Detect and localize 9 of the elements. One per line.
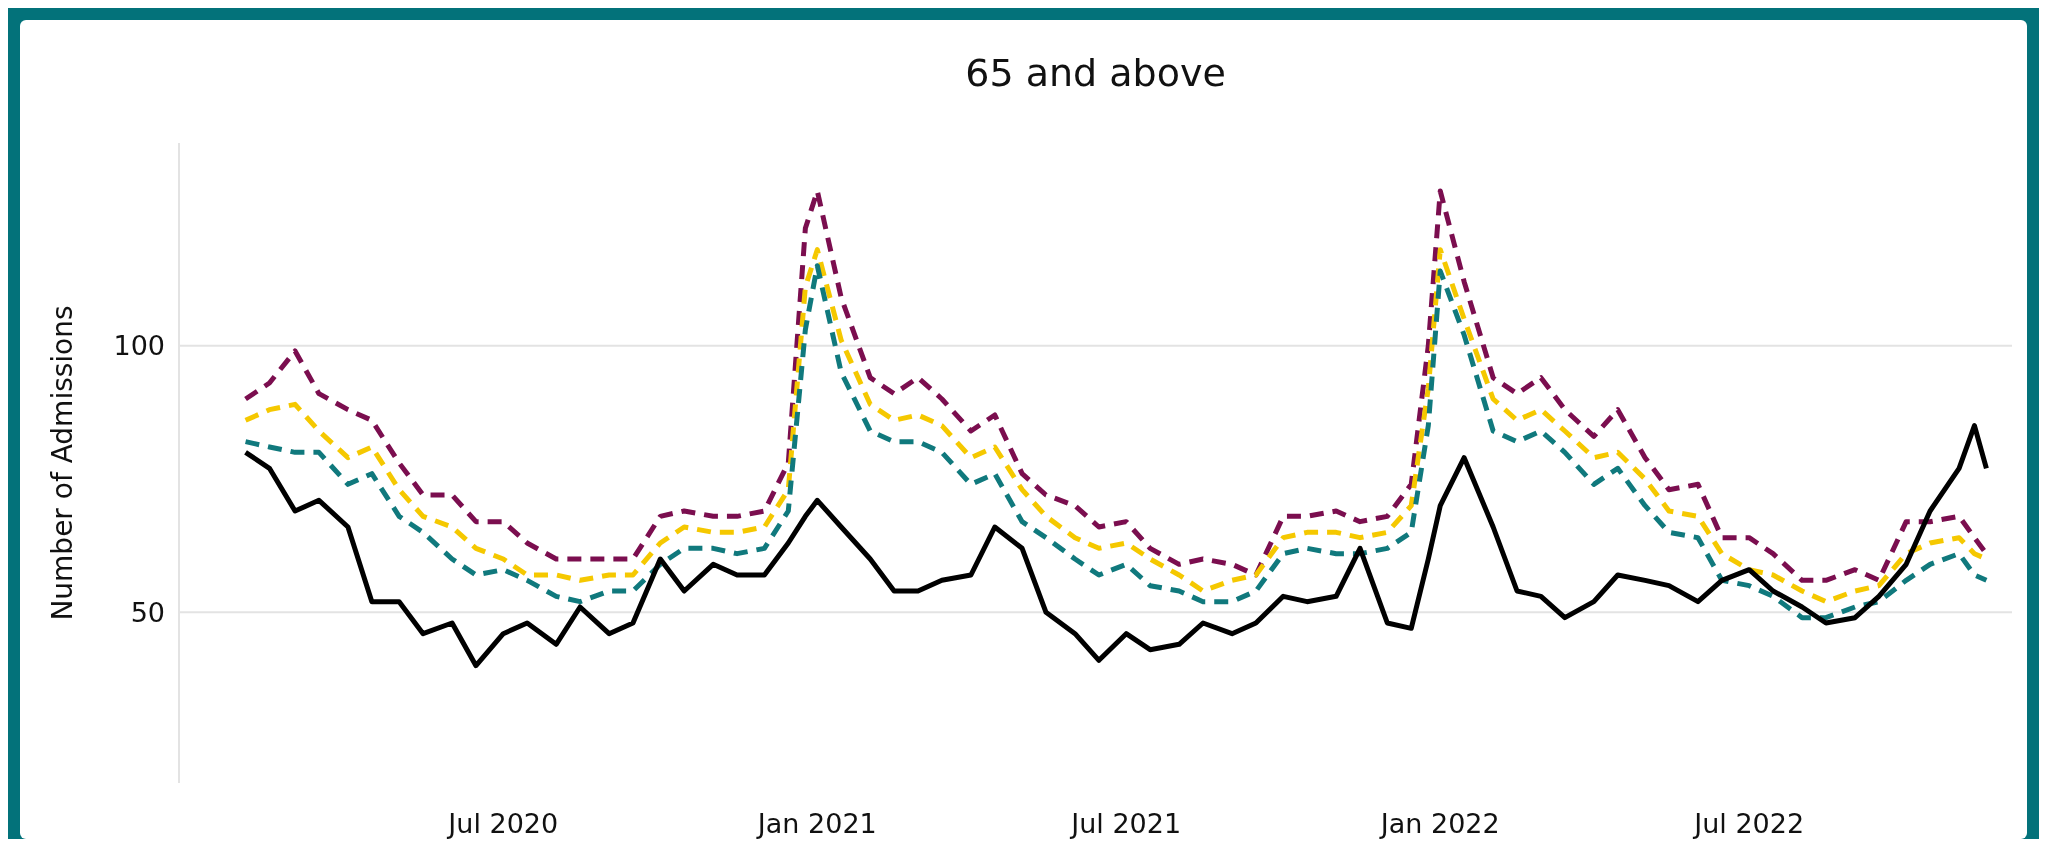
chart-title: 65 and above bbox=[965, 51, 1226, 95]
x-tick-label: Jan 2022 bbox=[1378, 808, 1500, 839]
y-tick-label: 100 bbox=[113, 330, 165, 362]
x-tick-label: Jul 2021 bbox=[1069, 808, 1182, 839]
x-tick-label: Jan 2021 bbox=[755, 808, 877, 839]
x-tick-label: Jul 2022 bbox=[1692, 808, 1805, 839]
x-tick-label: Jul 2020 bbox=[446, 808, 559, 839]
y-tick-label: 50 bbox=[130, 596, 165, 628]
y-axis-title: Number of Admissions bbox=[46, 305, 79, 621]
